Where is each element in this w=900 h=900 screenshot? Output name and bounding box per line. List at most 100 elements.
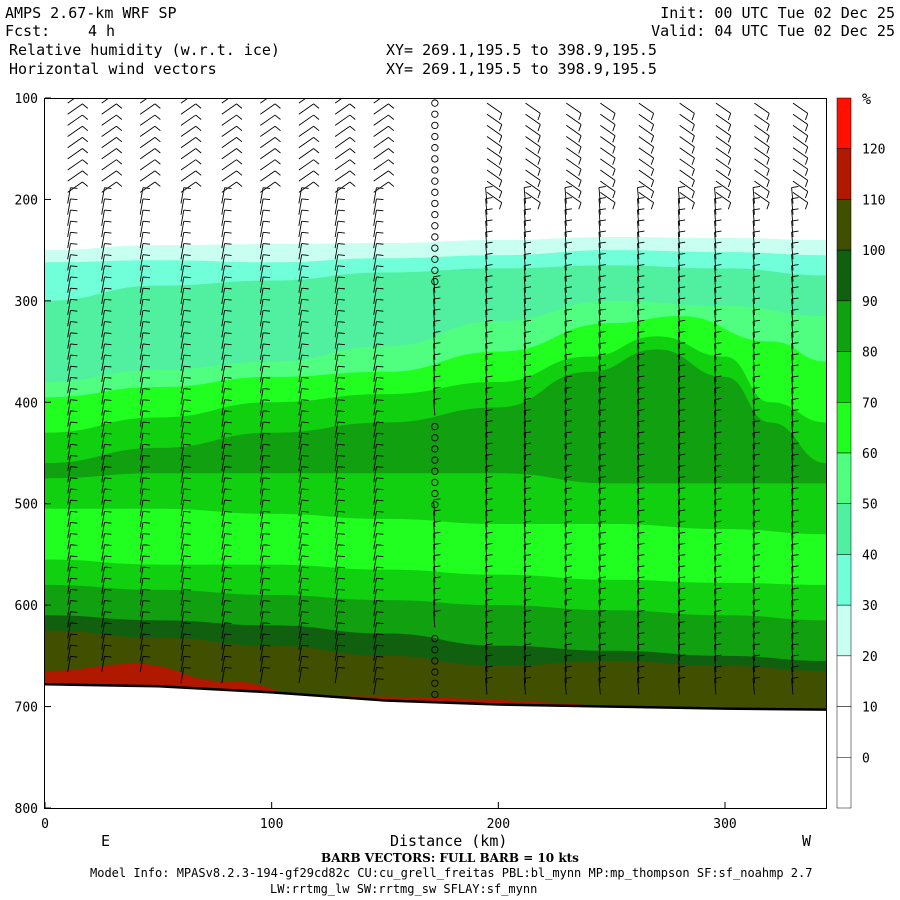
wind-barb-flag: [104, 477, 112, 479]
wind-barb: [139, 265, 144, 282]
wind-barb-flag: [564, 342, 572, 345]
wind-barb: [259, 622, 264, 639]
wind-barb-flag: [388, 93, 393, 97]
wind-barb: [752, 276, 755, 293]
wind-barb-flag: [263, 566, 271, 569]
wind-barb: [677, 276, 681, 293]
wind-barb: [180, 221, 185, 238]
wind-barb: [334, 209, 339, 226]
wind-barb: [67, 265, 71, 282]
wind-barb-flag: [637, 297, 645, 300]
valid-time: Valid: 04 UTC Tue 02 Dec 25: [651, 22, 895, 40]
wind-barb: [486, 191, 503, 204]
wind-barb: [715, 191, 731, 204]
wind-barb-flag: [691, 191, 695, 199]
wind-barb-flag: [678, 464, 686, 467]
wind-barb-flag: [524, 286, 532, 289]
wind-barb-flag: [637, 621, 645, 624]
wind-barb: [101, 600, 105, 617]
wind-barb: [637, 578, 640, 595]
calm-barb: [431, 434, 439, 442]
wind-barb: [221, 114, 237, 126]
wind-barb-flag: [578, 135, 582, 143]
wind-barb: [485, 332, 488, 349]
wind-barb: [752, 343, 755, 360]
colorbar-segment: [836, 554, 852, 606]
wind-barb-flag: [753, 587, 761, 590]
wind-barb-flag: [224, 187, 232, 189]
wind-barb: [714, 477, 717, 494]
wind-barb-flag: [104, 399, 112, 401]
wind-barb: [67, 310, 71, 327]
wind-barb: [564, 410, 567, 427]
wind-barb-flag: [337, 644, 345, 647]
wind-barb-flag: [564, 286, 572, 289]
wind-barb: [564, 555, 567, 572]
wind-barb: [259, 366, 264, 383]
wind-barb: [373, 399, 377, 416]
wind-barb: [259, 633, 264, 650]
wind-barb: [714, 321, 717, 338]
terrain-line: [45, 683, 827, 711]
calm-barb: [431, 422, 439, 431]
wind-barb: [679, 147, 695, 159]
wind-barb-flag: [598, 241, 606, 244]
wind-barb-flag: [637, 342, 645, 345]
wind-barb: [752, 555, 755, 572]
wind-barb-flag: [236, 148, 243, 154]
wind-barb-flag: [183, 354, 191, 357]
wind-barb-flag: [791, 252, 799, 255]
wind-barb: [637, 354, 640, 371]
wind-barb: [298, 399, 303, 416]
wind-barb: [259, 455, 264, 472]
wind-barb: [221, 103, 237, 115]
wind-barb-flag: [485, 308, 493, 311]
wind-barb-flag: [183, 667, 191, 669]
wind-barb-flag: [376, 265, 384, 268]
wind-barb: [221, 622, 226, 639]
wind-barb-flag: [388, 159, 395, 165]
wind-barb-flag: [714, 598, 722, 601]
wind-barb-flag: [804, 202, 809, 210]
wind-barb: [334, 533, 339, 550]
wind-barb: [752, 522, 755, 539]
wind-barb-flag: [766, 157, 770, 165]
wind-barb: [67, 159, 83, 171]
wind-barb-flag: [433, 498, 441, 501]
wind-barb-flag: [195, 137, 202, 143]
wind-barb: [334, 589, 339, 606]
wind-barb: [525, 180, 541, 192]
wind-barb-flag: [524, 252, 532, 255]
wind-barb-flag: [224, 655, 232, 658]
wind-barb-flag: [564, 665, 572, 668]
wind-barb-flag: [337, 421, 345, 424]
wind-barb-flag: [485, 420, 493, 423]
colorbar-label-40: 40: [862, 548, 878, 563]
wind-barb: [334, 511, 339, 528]
wind-barb-flag: [598, 520, 606, 523]
wind-barb: [754, 147, 770, 159]
wind-barb-flag: [70, 354, 78, 357]
wind-barb-flag: [598, 676, 606, 679]
wind-barb: [67, 589, 71, 606]
wind-barb: [259, 667, 264, 684]
wind-barb-flag: [142, 577, 150, 580]
wind-barb-flag: [524, 509, 532, 512]
wind-barb: [334, 265, 339, 282]
wind-barb-flag: [791, 621, 799, 624]
wind-barb-flag: [714, 576, 722, 579]
wind-barb: [221, 125, 237, 137]
wind-barb-flag: [485, 208, 493, 211]
wind-barb-flag: [376, 298, 384, 301]
wind-barb: [221, 645, 226, 662]
wind-barb: [221, 276, 226, 293]
x-axis-label: Distance (km): [390, 832, 507, 850]
wind-barb-flag: [301, 287, 309, 290]
wind-barb-flag: [433, 587, 441, 590]
calm-barb: [431, 121, 439, 130]
wind-barb: [334, 114, 351, 126]
wind-barb-flag: [678, 208, 686, 211]
wind-barb-flag: [183, 388, 191, 390]
wind-barb: [486, 125, 503, 137]
